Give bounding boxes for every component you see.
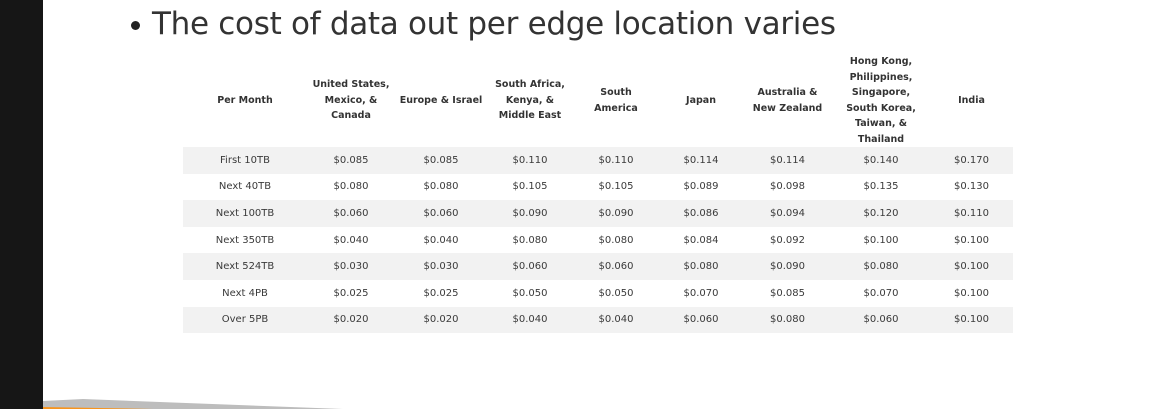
price-cell: $0.105 <box>573 173 659 201</box>
price-cell: $0.170 <box>930 147 1013 174</box>
tier-cell: Next 350TB <box>183 226 307 254</box>
price-cell: $0.080 <box>832 253 930 280</box>
header-europe-israel: Europe & Israel <box>399 94 483 106</box>
price-cell: $0.098 <box>743 173 832 201</box>
price-cell: $0.114 <box>743 147 832 174</box>
price-cell: $0.110 <box>930 200 1013 227</box>
price-cell: $0.085 <box>395 147 487 174</box>
price-cell: $0.080 <box>307 173 395 201</box>
price-cell: $0.110 <box>487 147 573 174</box>
table-row: First 10TB $0.085 $0.085 $0.110 $0.110 $… <box>183 147 1013 174</box>
swoosh-gray-band <box>43 399 343 409</box>
price-cell: $0.030 <box>395 253 487 280</box>
price-cell: $0.100 <box>930 253 1013 280</box>
price-cell: $0.090 <box>487 200 573 227</box>
slide-title: The cost of data out per edge location v… <box>152 6 836 42</box>
price-cell: $0.089 <box>659 173 743 201</box>
price-cell: $0.040 <box>307 226 395 254</box>
price-cell: $0.080 <box>487 226 573 254</box>
header-south-africa-kenya-middle-east: South Africa, Kenya, & Middle East <box>495 79 565 122</box>
price-cell: $0.090 <box>743 253 832 280</box>
price-cell: $0.130 <box>930 173 1013 201</box>
price-cell: $0.040 <box>487 306 573 334</box>
table-row: Next 100TB $0.060 $0.060 $0.090 $0.090 $… <box>183 200 1013 227</box>
price-cell: $0.114 <box>659 147 743 174</box>
price-cell: $0.060 <box>487 253 573 280</box>
tier-cell: Next 524TB <box>183 253 307 280</box>
price-cell: $0.070 <box>659 279 743 307</box>
price-cell: $0.080 <box>743 306 832 334</box>
price-cell: $0.025 <box>307 279 395 307</box>
price-cell: $0.060 <box>659 306 743 334</box>
price-cell: $0.020 <box>307 306 395 334</box>
tier-cell: Next 100TB <box>183 200 307 227</box>
price-cell: $0.135 <box>832 173 930 201</box>
tier-cell: Next 4PB <box>183 279 307 307</box>
header-south-america: South America <box>594 87 638 114</box>
price-cell: $0.100 <box>930 226 1013 254</box>
price-cell: $0.040 <box>395 226 487 254</box>
table-row: Next 4PB $0.025 $0.025 $0.050 $0.050 $0.… <box>183 279 1013 307</box>
price-cell: $0.050 <box>487 279 573 307</box>
header-us-mexico-canada: United States, Mexico, & Canada <box>312 79 390 122</box>
table-row: Next 350TB $0.040 $0.040 $0.080 $0.080 $… <box>183 226 1013 254</box>
price-cell: $0.086 <box>659 200 743 227</box>
price-cell: $0.040 <box>573 306 659 334</box>
header-australia-new-zealand: Australia & New Zealand <box>752 87 823 114</box>
header-india: India <box>958 94 985 106</box>
price-cell: $0.085 <box>307 147 395 174</box>
price-cell: $0.100 <box>930 279 1013 307</box>
price-cell: $0.060 <box>573 253 659 280</box>
price-cell: $0.080 <box>573 226 659 254</box>
header-per-month: Per Month <box>217 94 273 106</box>
price-cell: $0.060 <box>832 306 930 334</box>
price-cell: $0.120 <box>832 200 930 227</box>
presentation-slide: The cost of data out per edge location v… <box>43 0 1166 409</box>
table-row: Over 5PB $0.020 $0.020 $0.040 $0.040 $0.… <box>183 306 1013 334</box>
price-cell: $0.070 <box>832 279 930 307</box>
price-cell: $0.020 <box>395 306 487 334</box>
left-dark-border <box>0 0 43 409</box>
price-cell: $0.080 <box>395 173 487 201</box>
header-japan: Japan <box>686 94 716 106</box>
price-cell: $0.092 <box>743 226 832 254</box>
price-cell: $0.100 <box>832 226 930 254</box>
table-row: Next 40TB $0.080 $0.080 $0.105 $0.105 $0… <box>183 173 1013 201</box>
pricing-table: Per Month United States, Mexico, & Canad… <box>183 54 1013 334</box>
price-cell: $0.140 <box>832 147 930 174</box>
tier-cell: Next 40TB <box>183 173 307 201</box>
title-bullet-line: The cost of data out per edge location v… <box>131 6 836 42</box>
price-cell: $0.084 <box>659 226 743 254</box>
price-cell: $0.030 <box>307 253 395 280</box>
header-asia-pacific: Hong Kong, Philippines, Singapore, South… <box>846 56 916 145</box>
price-cell: $0.050 <box>573 279 659 307</box>
table-row: Next 524TB $0.030 $0.030 $0.060 $0.060 $… <box>183 253 1013 280</box>
price-cell: $0.060 <box>395 200 487 227</box>
price-cell: $0.094 <box>743 200 832 227</box>
price-cell: $0.100 <box>930 306 1013 334</box>
tier-cell: Over 5PB <box>183 306 307 334</box>
price-cell: $0.105 <box>487 173 573 201</box>
price-cell: $0.085 <box>743 279 832 307</box>
price-cell: $0.060 <box>307 200 395 227</box>
price-cell: $0.110 <box>573 147 659 174</box>
table-header-row: Per Month United States, Mexico, & Canad… <box>183 54 1013 147</box>
bullet-icon <box>131 20 140 30</box>
slide-footer-swoosh <box>43 399 343 409</box>
price-cell: $0.090 <box>573 200 659 227</box>
tier-cell: First 10TB <box>183 147 307 174</box>
price-cell: $0.025 <box>395 279 487 307</box>
price-cell: $0.080 <box>659 253 743 280</box>
